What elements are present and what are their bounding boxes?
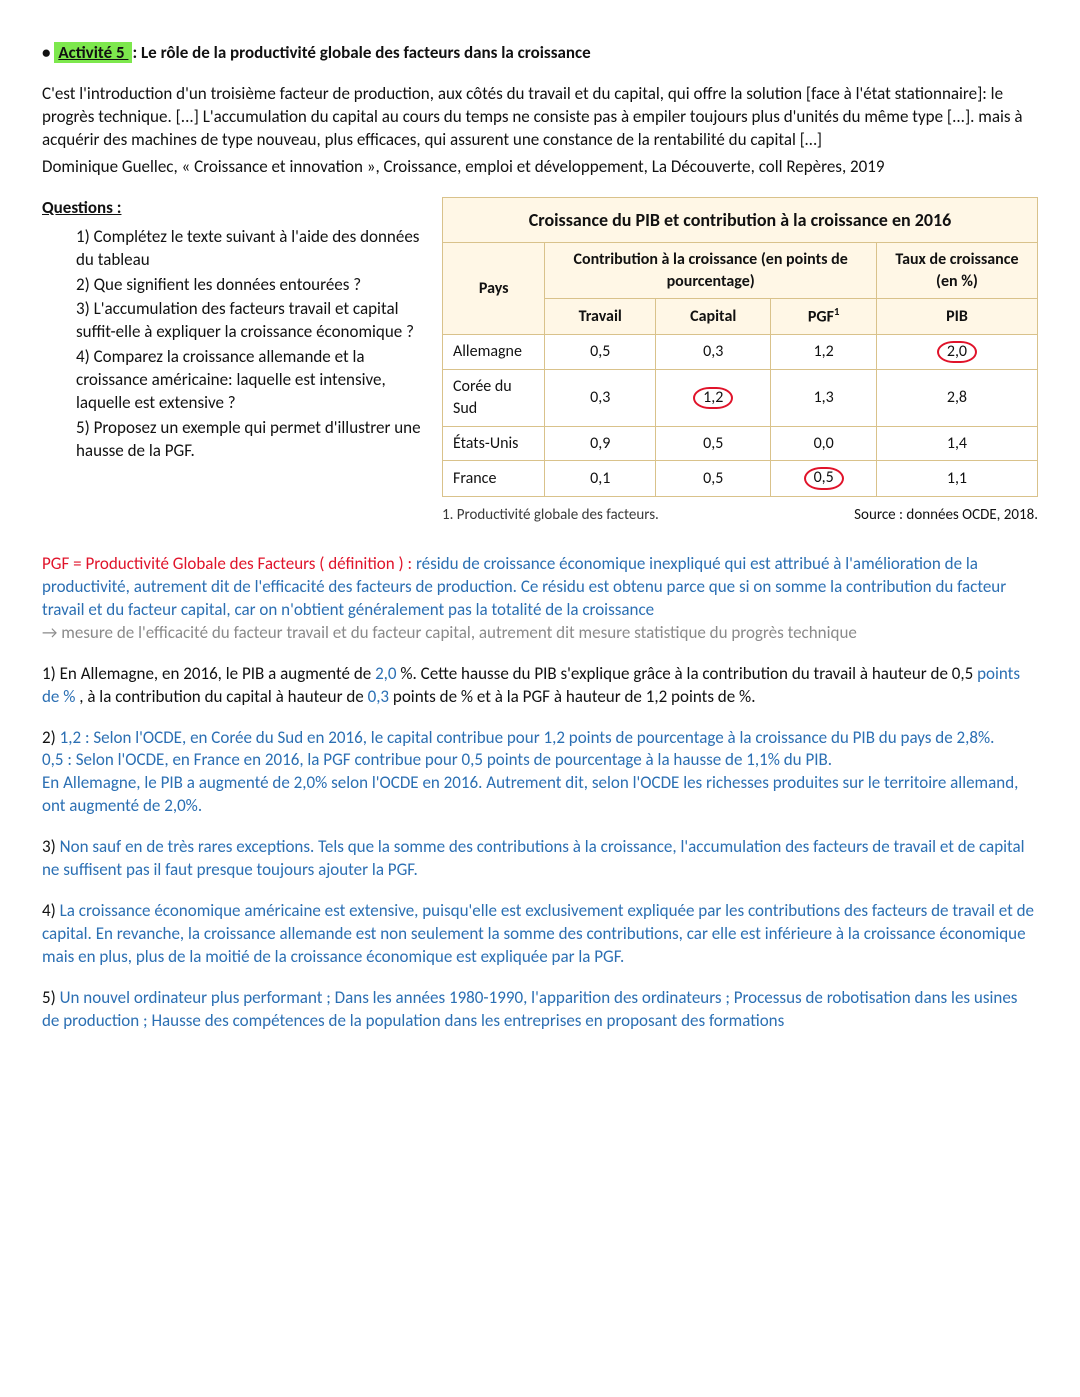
col-travail: Travail bbox=[545, 299, 656, 335]
table-title: Croissance du PIB et contribution à la c… bbox=[443, 197, 1038, 242]
question-item: 4) Comparez la croissance allemande et l… bbox=[76, 346, 422, 415]
answer-1: 1) En Allemagne, en 2016, le PIB a augme… bbox=[42, 663, 1038, 709]
cell-pays: Corée du Sud bbox=[443, 370, 545, 426]
cell-value: 0,5 bbox=[771, 461, 876, 496]
source-line: Dominique Guellec, « Croissance et innov… bbox=[42, 156, 1038, 179]
cell-value: 0,5 bbox=[545, 335, 656, 370]
col-contrib: Contribution à la croissance (en points … bbox=[545, 242, 876, 298]
title-highlight: Activité 5 bbox=[54, 42, 132, 63]
col-taux: Taux de croissance (en %) bbox=[876, 242, 1037, 298]
question-item: 5) Proposez un exemple qui permet d'illu… bbox=[76, 417, 422, 463]
answer-2: 2) 1,2 : Selon l'OCDE, en Corée du Sud e… bbox=[42, 727, 1038, 819]
table-source: Source : données OCDE, 2018. bbox=[854, 505, 1038, 525]
col-pays: Pays bbox=[443, 242, 545, 334]
cell-value: 0,0 bbox=[771, 426, 876, 461]
col-capital: Capital bbox=[655, 299, 771, 335]
answer-3: 3) Non sauf en de très rares exceptions.… bbox=[42, 836, 1038, 882]
cell-value: 1,4 bbox=[876, 426, 1037, 461]
circled-value: 2,0 bbox=[937, 341, 977, 363]
table-footnote: 1. Productivité globale des facteurs. bbox=[442, 505, 659, 525]
col-pib: PIB bbox=[876, 299, 1037, 335]
title: • Activité 5 : Le rôle de la productivit… bbox=[42, 42, 1038, 65]
intro-text: C'est l'introduction d'un troisième fact… bbox=[42, 83, 1038, 152]
cell-pays: Allemagne bbox=[443, 335, 545, 370]
definition-arrow: → mesure de l'efficacité du facteur trav… bbox=[42, 622, 1038, 645]
cell-value: 1,1 bbox=[876, 461, 1037, 496]
cell-value: 2,8 bbox=[876, 370, 1037, 426]
answer-4: 4) La croissance économique américaine e… bbox=[42, 900, 1038, 969]
cell-value: 0,3 bbox=[655, 335, 771, 370]
questions-heading: Questions : bbox=[42, 197, 422, 220]
cell-value: 0,1 bbox=[545, 461, 656, 496]
answer-5: 5) Un nouvel ordinateur plus performant … bbox=[42, 987, 1038, 1033]
question-item: 3) L'accumulation des facteurs travail e… bbox=[76, 298, 422, 344]
circled-value: 0,5 bbox=[804, 467, 844, 489]
cell-value: 0,3 bbox=[545, 370, 656, 426]
cell-pays: États-Unis bbox=[443, 426, 545, 461]
cell-value: 0,5 bbox=[655, 461, 771, 496]
definition-block: PGF = Productivité Globale des Facteurs … bbox=[42, 553, 1038, 645]
cell-pays: France bbox=[443, 461, 545, 496]
table-row: Corée du Sud0,3 1,2 1,32,8 bbox=[443, 370, 1038, 426]
col-pgf: PGF1 bbox=[771, 299, 876, 335]
circled-value: 1,2 bbox=[693, 387, 733, 409]
definition-label: PGF = Productivité Globale des Facteurs … bbox=[42, 553, 416, 574]
cell-value: 2,0 bbox=[876, 335, 1037, 370]
cell-value: 0,9 bbox=[545, 426, 656, 461]
table-row: Allemagne0,50,31,2 2,0 bbox=[443, 335, 1038, 370]
table-row: France0,10,50,51,1 bbox=[443, 461, 1038, 496]
cell-value: 1,3 bbox=[771, 370, 876, 426]
growth-table: Croissance du PIB et contribution à la c… bbox=[442, 197, 1038, 497]
cell-value: 0,5 bbox=[655, 426, 771, 461]
title-rest: : Le rôle de la productivité globale des… bbox=[132, 42, 590, 63]
cell-value: 1,2 bbox=[655, 370, 771, 426]
table-column: Croissance du PIB et contribution à la c… bbox=[442, 197, 1038, 525]
questions-column: Questions : 1) Complétez le texte suivan… bbox=[42, 197, 422, 465]
question-item: 2) Que signifient les données entourées … bbox=[76, 274, 422, 297]
cell-value: 1,2 bbox=[771, 335, 876, 370]
question-item: 1) Complétez le texte suivant à l'aide d… bbox=[76, 226, 422, 272]
table-row: États-Unis0,90,50,01,4 bbox=[443, 426, 1038, 461]
title-bullet: • bbox=[42, 42, 50, 63]
